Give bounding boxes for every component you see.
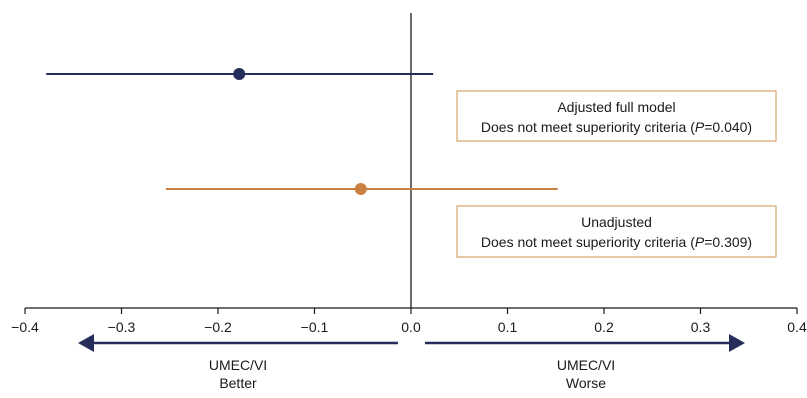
criteria-text: Does not meet superiority criteria ( <box>481 234 695 250</box>
p-value: =0.040) <box>704 119 752 135</box>
annotation-box-border <box>456 205 777 258</box>
criteria-text: Does not meet superiority criteria ( <box>481 119 695 135</box>
x-tick-label: −0.1 <box>301 319 329 335</box>
annotation-box: Adjusted full model Does not meet superio… <box>456 90 777 142</box>
estimate-row <box>165 183 558 195</box>
x-tick-label: −0.4 <box>11 319 39 335</box>
point-estimate <box>233 68 246 80</box>
x-tick-label: −0.2 <box>204 319 232 335</box>
arrow-left-icon <box>78 334 94 352</box>
point-estimate <box>354 183 367 195</box>
p-symbol: P <box>695 119 705 135</box>
arrow-right-icon <box>729 334 745 352</box>
direction-arrows: UMEC/VI Better UMEC/VI Worse <box>78 334 745 391</box>
annotation-title: Unadjusted <box>581 214 652 230</box>
annotation-criteria: Does not meet superiority criteria (P=0.… <box>481 119 752 135</box>
annotation-box: Unadjusted Does not meet superiority crit… <box>456 205 777 258</box>
direction-label-right-line1: UMEC/VI <box>557 357 615 373</box>
x-tick-label: 0.0 <box>401 319 421 335</box>
p-value: =0.309) <box>704 234 752 250</box>
x-tick-label: 0.1 <box>498 319 518 335</box>
estimates <box>46 68 558 195</box>
x-axis: −0.4 −0.3 −0.2 −0.1 0.0 0.1 0.2 0.3 0.4 <box>11 307 807 335</box>
annotation-boxes: Adjusted full model Does not meet superio… <box>456 90 777 258</box>
arrow-worse <box>425 334 745 352</box>
direction-label-left-line2: Better <box>219 375 257 391</box>
annotation-criteria: Does not meet superiority criteria (P=0.… <box>481 234 752 250</box>
x-tick-label: 0.3 <box>691 319 711 335</box>
arrow-better <box>78 334 398 352</box>
direction-label-right-line2: Worse <box>566 375 606 391</box>
p-symbol: P <box>695 234 705 250</box>
annotation-box-border <box>456 90 777 142</box>
x-tick-label: 0.4 <box>787 319 807 335</box>
estimate-row <box>46 68 434 80</box>
direction-label-left-line1: UMEC/VI <box>209 357 267 373</box>
x-axis-ticks: −0.4 −0.3 −0.2 −0.1 0.0 0.1 0.2 0.3 0.4 <box>11 308 807 335</box>
x-tick-label: −0.3 <box>108 319 136 335</box>
annotation-title: Adjusted full model <box>557 99 675 115</box>
x-tick-label: 0.2 <box>594 319 614 335</box>
